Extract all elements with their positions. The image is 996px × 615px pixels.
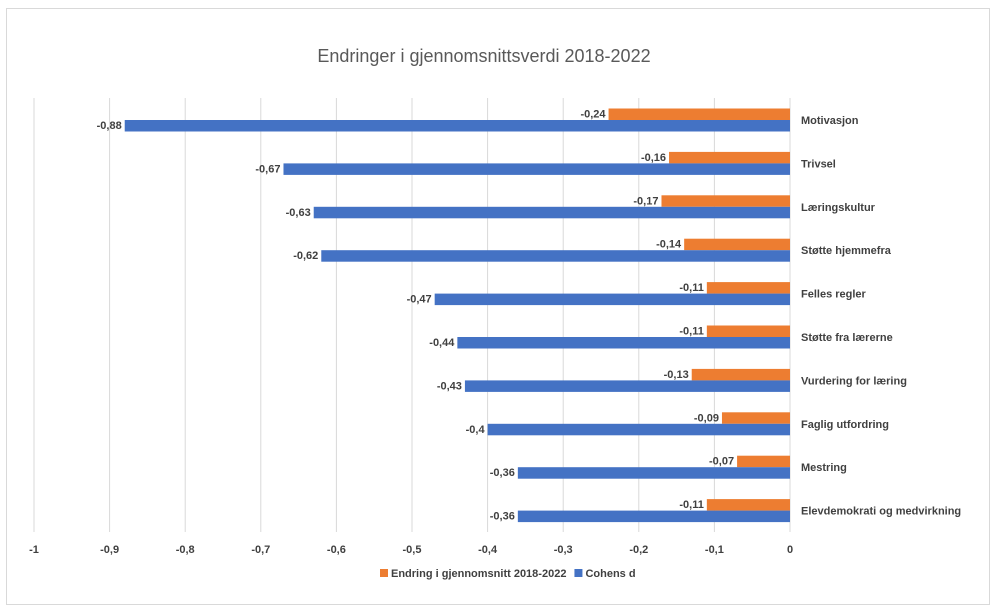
data-label: -0,24 bbox=[580, 109, 606, 121]
legend-swatch bbox=[574, 569, 583, 577]
x-tick-label: -0,8 bbox=[176, 544, 195, 556]
data-label: -0,11 bbox=[679, 499, 703, 511]
bar-cohens-d bbox=[321, 250, 790, 262]
data-label: -0,67 bbox=[255, 163, 280, 175]
data-labels: -0,24 -0,88 -0,16 -0,67 -0,17 -0,63 -0,14 -0,62… bbox=[97, 109, 734, 523]
data-label: -0,36 bbox=[490, 467, 515, 479]
x-tick-label: -0,9 bbox=[100, 544, 119, 556]
bar-cohens-d bbox=[313, 206, 790, 219]
data-label: -0,14 bbox=[656, 239, 682, 251]
x-tick-label: -1 bbox=[29, 544, 39, 556]
bar-cohens-d bbox=[434, 293, 790, 306]
category-label: Støtte hjemmefra bbox=[801, 245, 892, 257]
data-label: -0,09 bbox=[694, 412, 719, 424]
data-label: -0,36 bbox=[490, 511, 515, 523]
bar-cohens-d bbox=[517, 510, 790, 523]
bar-endring bbox=[737, 455, 790, 468]
data-label: -0,88 bbox=[97, 120, 122, 132]
data-label: -0,62 bbox=[293, 250, 318, 262]
category-label: Støtte fra lærerne bbox=[801, 332, 893, 344]
bars bbox=[124, 108, 791, 523]
bar-endring bbox=[721, 412, 790, 424]
data-label: -0,17 bbox=[633, 195, 658, 207]
x-tick-label: -0,7 bbox=[251, 544, 270, 556]
bar-endring bbox=[706, 282, 790, 294]
data-label: -0,11 bbox=[679, 326, 703, 338]
x-tick-label: -0,5 bbox=[403, 544, 422, 556]
category-label: Motivasjon bbox=[801, 115, 859, 127]
bar-endring bbox=[608, 108, 790, 120]
x-tick-label: -0,4 bbox=[478, 544, 498, 556]
bar-endring bbox=[684, 238, 790, 251]
data-label: -0,11 bbox=[679, 282, 703, 294]
bar-endring bbox=[661, 195, 790, 207]
category-label: Elevdemokrati og medvirkning bbox=[801, 506, 961, 518]
bar-endring bbox=[706, 499, 790, 511]
category-labels: Motivasjon Trivsel Læringskultur Støtte hje… bbox=[801, 115, 961, 518]
bar-cohens-d bbox=[517, 467, 790, 479]
bar-cohens-d bbox=[124, 120, 791, 132]
bar-endring bbox=[669, 151, 790, 164]
legend-swatch bbox=[380, 569, 388, 577]
bar-endring bbox=[691, 368, 790, 381]
x-tick-label: -0,2 bbox=[629, 544, 648, 556]
data-label: -0,44 bbox=[429, 337, 455, 349]
category-label: Læringskultur bbox=[801, 202, 876, 214]
category-label: Faglig utfordring bbox=[801, 419, 889, 431]
bar-cohens-d bbox=[487, 423, 790, 436]
bar-cohens-d bbox=[457, 337, 790, 349]
category-label: Trivsel bbox=[801, 158, 836, 170]
bar-cohens-d bbox=[464, 380, 790, 392]
data-label: -0,4 bbox=[466, 424, 486, 436]
x-axis-ticks: -1 -0,9 -0,8 -0,7 -0,6 -0,5 -0,4 -0,3 -0,2 -0,1 0 bbox=[29, 544, 793, 556]
x-tick-label: -0,1 bbox=[705, 544, 724, 556]
legend-label: Cohens d bbox=[585, 568, 635, 580]
bar-cohens-d bbox=[283, 163, 790, 175]
chart-title: Endringer i gjennomsnittsverdi 2018-2022 bbox=[317, 46, 650, 66]
data-label: -0,07 bbox=[709, 456, 734, 468]
x-tick-label: -0,3 bbox=[554, 544, 573, 556]
bar-endring bbox=[706, 325, 790, 337]
data-label: -0,63 bbox=[286, 207, 311, 219]
data-label: -0,16 bbox=[641, 152, 666, 164]
legend-label: Endring i gjennomsnitt 2018-2022 bbox=[391, 568, 566, 580]
legend: Endring i gjennomsnitt 2018-2022 Cohens d bbox=[380, 568, 636, 580]
chart-frame bbox=[6, 8, 990, 605]
category-label: Felles regler bbox=[801, 289, 867, 301]
category-label: Mestring bbox=[801, 462, 847, 474]
x-tick-label: 0 bbox=[787, 544, 793, 556]
x-tick-label: -0,6 bbox=[327, 544, 346, 556]
data-label: -0,13 bbox=[664, 369, 689, 381]
data-label: -0,47 bbox=[407, 294, 432, 306]
data-label: -0,43 bbox=[437, 380, 462, 392]
category-label: Vurdering for læring bbox=[801, 375, 907, 387]
